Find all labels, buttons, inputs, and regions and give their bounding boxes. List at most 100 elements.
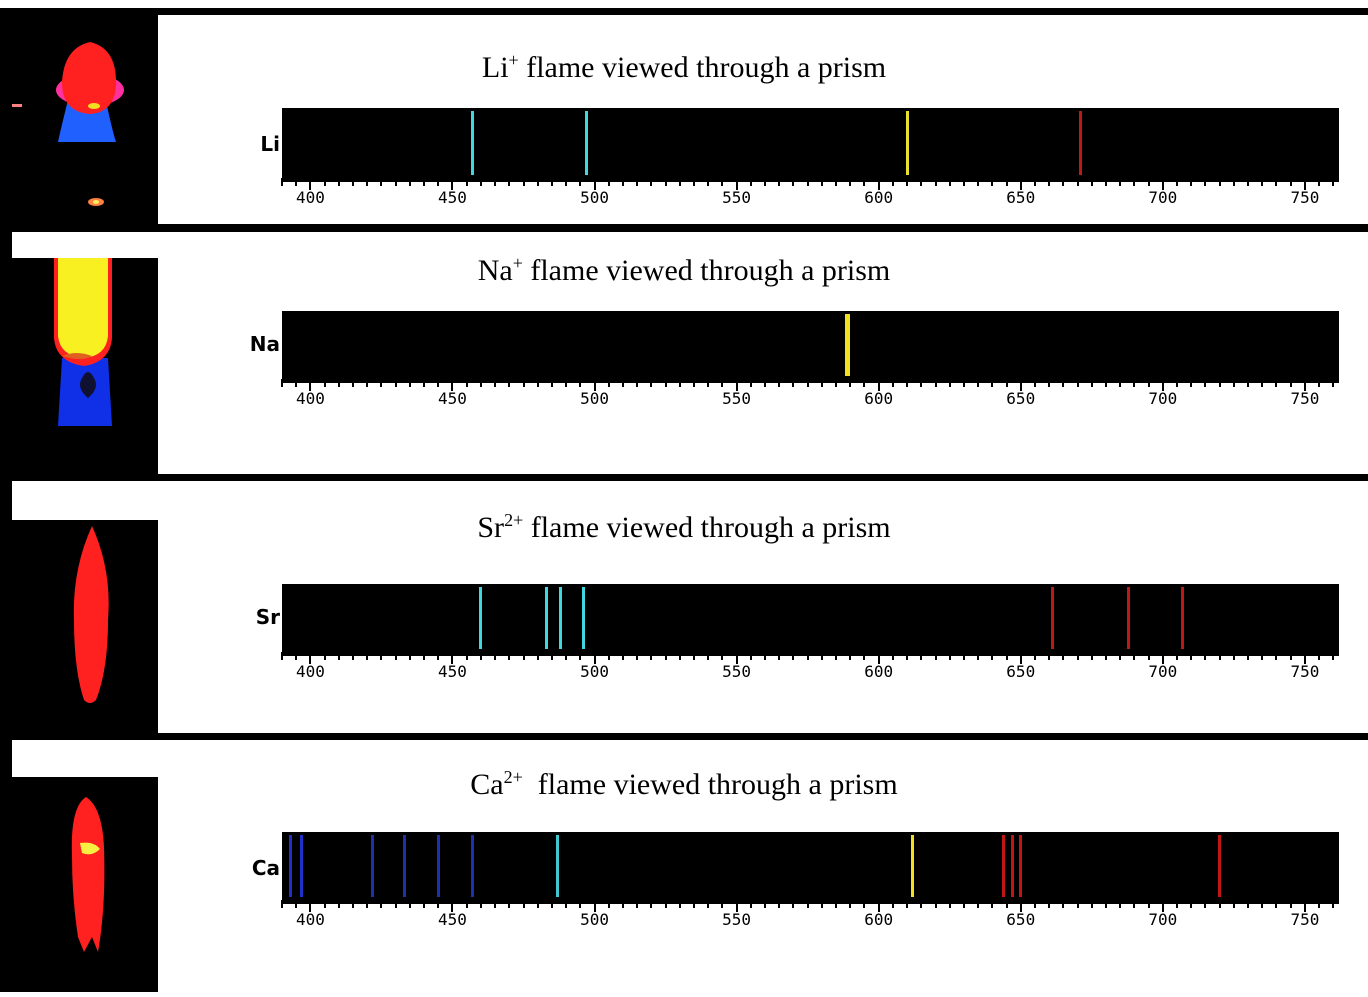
axis-tick: [835, 178, 838, 186]
axis-tick-label: 400: [295, 662, 325, 681]
axis-tick: [1161, 900, 1164, 912]
axis-tick: [806, 900, 809, 908]
axis-tick-label: 600: [864, 389, 894, 408]
axis-tick: [1076, 900, 1079, 908]
axis-tick: [579, 900, 582, 908]
axis-tick: [1147, 652, 1150, 660]
axis-tick: [1318, 900, 1321, 908]
li-element-label: Li: [260, 132, 280, 156]
axis-tick: [1119, 379, 1122, 387]
axis-tick: [977, 652, 980, 660]
axis-tick: [494, 900, 497, 908]
axis-tick: [465, 178, 468, 186]
axis-tick: [1218, 652, 1221, 660]
spectral-line: [300, 835, 304, 897]
axis-baseline: [282, 178, 1339, 182]
axis-tick: [650, 900, 653, 908]
axis-tick: [565, 379, 568, 387]
axis-tick: [1176, 178, 1179, 186]
axis-tick: [721, 379, 724, 387]
axis-tick: [962, 652, 965, 660]
axis-tick: [877, 900, 880, 912]
axis-tick: [962, 379, 965, 387]
axis-tick: [778, 652, 781, 660]
axis-tick: [423, 652, 426, 660]
axis-tick: [764, 900, 767, 908]
axis-tick: [565, 900, 568, 908]
axis-tick: [1019, 379, 1022, 391]
axis-tick: [835, 900, 838, 908]
axis-tick: [650, 652, 653, 660]
axis-tick: [1005, 652, 1008, 660]
axis-tick: [806, 652, 809, 660]
axis-tick: [1261, 652, 1264, 660]
axis-tick: [863, 178, 866, 186]
axis-tick: [707, 900, 710, 908]
axis-tick: [820, 900, 823, 908]
axis-tick: [508, 652, 511, 660]
axis-tick: [934, 379, 937, 387]
axis-tick: [323, 900, 326, 908]
axis-tick: [593, 379, 596, 391]
na-flame-image: [12, 258, 158, 474]
axis-tick: [636, 652, 639, 660]
axis-tick: [309, 900, 312, 912]
axis-tick: [1190, 379, 1193, 387]
axis-tick: [678, 379, 681, 387]
axis-tick: [835, 379, 838, 387]
axis-tick: [281, 652, 283, 660]
axis-tick: [281, 178, 283, 186]
axis-tick: [593, 178, 596, 190]
axis-tick: [920, 652, 923, 660]
panel-border: [0, 481, 12, 737]
axis-tick: [934, 652, 937, 660]
axis-tick-label: 750: [1290, 188, 1320, 207]
axis-tick: [1275, 652, 1278, 660]
spectral-line: [436, 835, 440, 897]
axis-tick: [1133, 178, 1136, 186]
spectral-line: [371, 835, 375, 897]
axis-tick: [550, 379, 553, 387]
axis-tick: [408, 379, 411, 387]
axis-tick: [678, 652, 681, 660]
ca-element-label: Ca: [251, 856, 280, 880]
axis-tick: [366, 379, 369, 387]
axis-tick: [536, 379, 539, 387]
axis-tick: [1289, 178, 1292, 186]
axis-tick: [423, 178, 426, 186]
axis-tick: [1332, 178, 1335, 186]
axis-tick: [991, 652, 994, 660]
axis-tick: [394, 652, 397, 660]
axis-tick: [408, 652, 411, 660]
axis-tick: [991, 178, 994, 186]
axis-tick: [1105, 178, 1107, 186]
axis-tick: [1033, 379, 1036, 387]
axis-tick: [820, 652, 823, 660]
axis-tick: [565, 652, 568, 660]
axis-tick: [352, 178, 355, 186]
axis-tick: [1019, 900, 1022, 912]
axis-tick-label: 750: [1290, 662, 1320, 681]
axis-tick-label: 700: [1148, 662, 1178, 681]
axis-tick: [1318, 379, 1321, 387]
axis-tick: [1161, 652, 1164, 664]
axis-baseline: [282, 379, 1339, 383]
li-spectrum: [282, 108, 1339, 178]
axis-tick: [1232, 178, 1235, 186]
spectral-line: [1078, 111, 1082, 175]
axis-tick: [721, 178, 724, 186]
axis-tick: [621, 652, 624, 660]
axis-tick: [1090, 178, 1093, 186]
axis-tick: [352, 379, 355, 387]
axis-tick: [820, 178, 823, 186]
sr-title: Sr2+ flame viewed through a prism: [477, 510, 891, 544]
axis-tick: [778, 900, 781, 908]
panel-border: [0, 232, 12, 478]
li-axis: 400 450 500 550 600 650 700 750: [281, 178, 1339, 214]
axis-tick: [693, 900, 695, 908]
axis-tick: [621, 900, 624, 908]
panel-border: [0, 224, 1368, 232]
axis-tick: [337, 900, 340, 908]
axis-tick: [749, 900, 752, 908]
axis-tick: [494, 379, 497, 387]
